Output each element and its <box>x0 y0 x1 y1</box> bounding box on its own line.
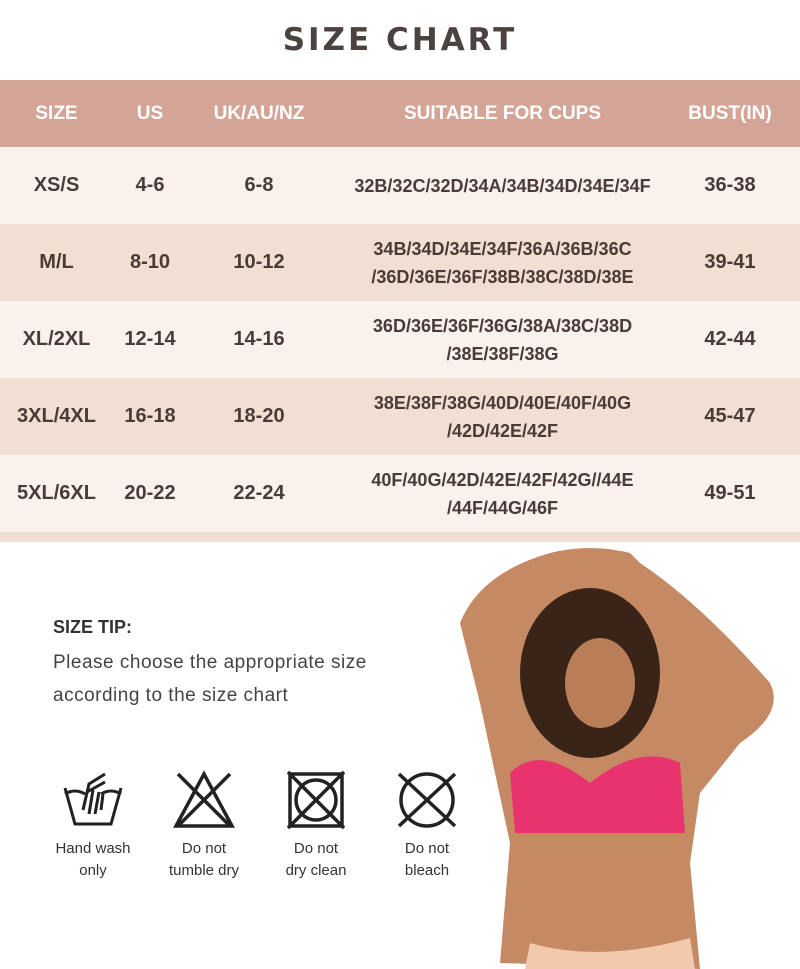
cups-line: 36D/36E/36F/36G/38A/38C/38D <box>372 315 633 336</box>
cell-bust: 39-41 <box>704 251 756 273</box>
cups-line: /36D/36E/36F/38B/38C/38D/38E <box>371 266 634 287</box>
size-tip-text: Please choose the appropriate size accor… <box>53 646 367 712</box>
cell-us: 16-18 <box>124 405 176 427</box>
cell-cups: 32B/32C/32D/34A/34B/34D/34E/34F <box>331 172 674 200</box>
cell-uk: 14-16 <box>233 328 285 350</box>
care-label: bleach <box>404 862 450 879</box>
cell-cups: 38E/38F/38G/40D/40E/40F/40G/42D/42E/42F <box>331 389 674 445</box>
cell-us: 4-6 <box>135 174 165 196</box>
cups-line: 34B/34D/34E/34F/36A/36B/36C <box>373 238 632 259</box>
cell-bust: 36-38 <box>704 174 756 196</box>
header-uk: UK/AU/NZ <box>213 102 305 124</box>
care-hand-wash: Hand wash only <box>43 770 143 882</box>
cell-us: 12-14 <box>124 328 176 350</box>
cell-size: 3XL/4XL <box>17 405 96 427</box>
care-no-dry-clean: Do not dry clean <box>266 770 366 882</box>
size-tip-heading: SIZE TIP: <box>53 617 133 637</box>
table-row: 5XL/6XL 20-22 22-24 40F/40G/42D/42E/42F/… <box>0 455 800 532</box>
care-no-bleach: Do not bleach <box>377 770 477 882</box>
care-label: Hand wash <box>55 840 131 857</box>
table-row: XS/S 4-6 6-8 32B/32C/32D/34A/34B/34D/34E… <box>0 147 800 224</box>
care-label: Do not <box>404 840 450 857</box>
cell-size: XL/2XL <box>22 328 91 350</box>
cell-uk: 18-20 <box>233 405 285 427</box>
no-bleach-icon <box>397 772 457 828</box>
cups-line: 32B/32C/32D/34A/34B/34D/34E/34F <box>354 175 651 196</box>
header-bust: BUST(IN) <box>688 102 772 124</box>
care-no-tumble-dry: Do not tumble dry <box>154 770 254 882</box>
cups-line: 38E/38F/38G/40D/40E/40F/40G <box>373 392 632 413</box>
cups-line: /38E/38F/38G <box>446 343 559 364</box>
header-us: US <box>136 102 164 124</box>
cell-cups: 40F/40G/42D/42E/42F/42G//44E/44F/44G/46F <box>331 466 674 522</box>
care-label: Do not <box>181 840 227 857</box>
header-size: SIZE <box>35 102 78 124</box>
cups-line: /44F/44G/46F <box>446 497 559 518</box>
table-bottom-strip <box>0 532 800 542</box>
table-row: XL/2XL 12-14 14-16 36D/36E/36F/36G/38A/3… <box>0 301 800 378</box>
cell-cups: 34B/34D/34E/34F/36A/36B/36C/36D/36E/36F/… <box>331 235 674 291</box>
model-photo <box>460 548 774 969</box>
header-cups: SUITABLE FOR CUPS <box>403 102 602 124</box>
care-label: only <box>79 862 107 879</box>
cups-line: 40F/40G/42D/42E/42F/42G//44E <box>371 469 634 490</box>
cell-size: 5XL/6XL <box>17 482 96 504</box>
no-tumble-dry-icon <box>173 770 235 828</box>
cell-uk: 22-24 <box>233 482 285 504</box>
cups-line: /42D/42E/42F <box>446 420 559 441</box>
pink-bra <box>510 756 685 833</box>
size-tip-line: according to the size chart <box>53 685 289 706</box>
size-table: SIZE US UK/AU/NZ SUITABLE FOR CUPS BUST(… <box>0 80 800 542</box>
cell-us: 8-10 <box>129 251 171 273</box>
table-row: M/L 8-10 10-12 34B/34D/34E/34F/36A/36B/3… <box>0 224 800 301</box>
cell-uk: 10-12 <box>233 251 285 273</box>
no-dry-clean-icon <box>286 770 346 830</box>
cell-us: 20-22 <box>124 482 176 504</box>
cell-size: M/L <box>39 251 74 273</box>
cell-bust: 42-44 <box>704 328 756 350</box>
care-label: dry clean <box>285 862 347 879</box>
cell-bust: 45-47 <box>704 405 756 427</box>
cell-bust: 49-51 <box>704 482 756 504</box>
care-label: tumble dry <box>168 862 240 879</box>
cell-uk: 6-8 <box>244 174 274 196</box>
table-row: 3XL/4XL 16-18 18-20 38E/38F/38G/40D/40E/… <box>0 378 800 455</box>
care-label: Do not <box>293 840 339 857</box>
cell-size: XS/S <box>33 174 80 196</box>
page-title: SIZE CHART <box>282 22 518 58</box>
hand-wash-icon <box>63 772 123 826</box>
cell-cups: 36D/36E/36F/36G/38A/38C/38D/38E/38F/38G <box>331 312 674 368</box>
size-tip-line: Please choose the appropriate size <box>53 652 367 673</box>
table-header: SIZE US UK/AU/NZ SUITABLE FOR CUPS BUST(… <box>0 80 800 147</box>
